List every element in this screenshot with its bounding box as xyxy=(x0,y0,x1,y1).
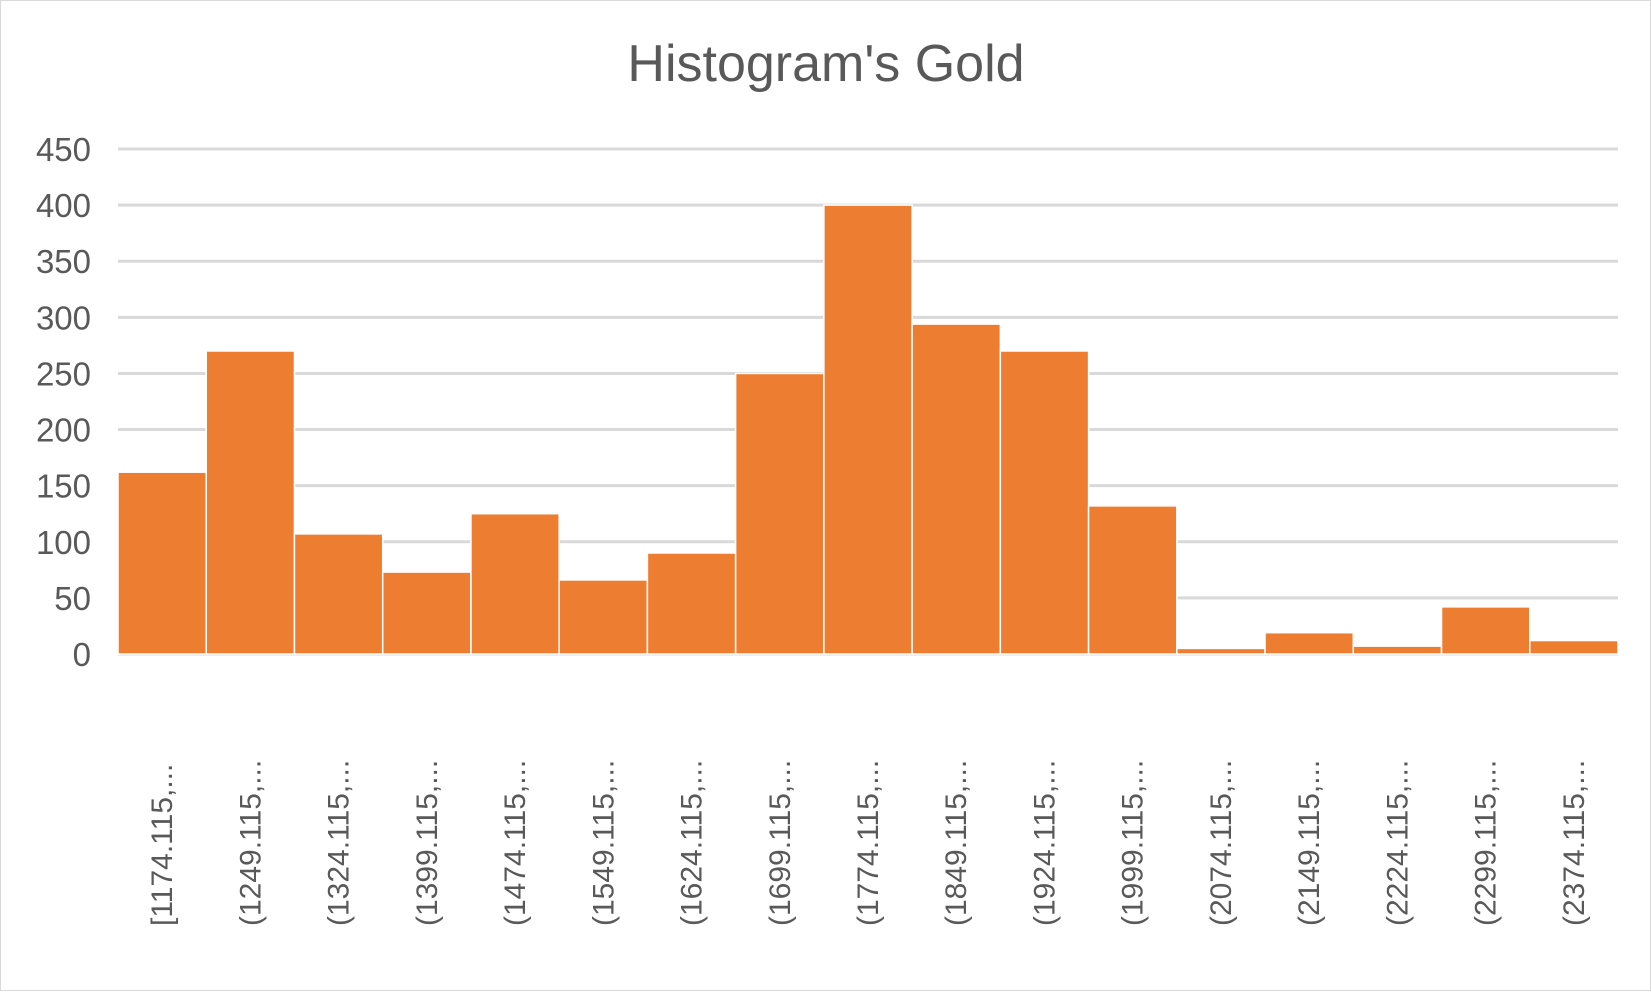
bar xyxy=(1176,647,1266,655)
x-tick-label: (1474.115,... xyxy=(499,760,532,926)
bar xyxy=(205,350,296,655)
x-tick-label: (1774.115,... xyxy=(852,760,885,926)
y-axis-ticks: 0 50 100 150 200 250 300 350 400 450 xyxy=(36,131,91,673)
y-tick-label: 300 xyxy=(36,299,91,336)
y-tick-label: 150 xyxy=(36,468,91,505)
bar xyxy=(1440,606,1531,655)
bar xyxy=(646,552,737,655)
bar xyxy=(1264,631,1355,655)
y-tick-label: 50 xyxy=(54,580,91,617)
y-tick-label: 350 xyxy=(36,243,91,280)
bar xyxy=(293,533,384,655)
bar xyxy=(470,512,560,655)
y-tick-label: 400 xyxy=(36,187,91,224)
y-tick-label: 100 xyxy=(36,524,91,561)
x-tick-label: (1249.115,... xyxy=(234,760,267,926)
y-tick-label: 0 xyxy=(73,636,91,673)
y-tick-label: 450 xyxy=(36,131,91,168)
x-tick-label: (1849.115,... xyxy=(940,760,973,926)
bar xyxy=(911,323,1002,655)
x-tick-label: (2074.115,... xyxy=(1205,760,1238,926)
bar xyxy=(1352,645,1443,655)
y-tick-label: 200 xyxy=(36,412,91,449)
bars xyxy=(117,204,1619,655)
bar xyxy=(823,204,913,655)
bar xyxy=(381,571,472,655)
bar xyxy=(999,350,1090,655)
x-tick-label: (1699.115,... xyxy=(764,760,797,926)
x-tick-label: (1999.115,... xyxy=(1117,760,1150,926)
x-tick-label: (2374.115,... xyxy=(1558,760,1591,926)
bar xyxy=(1529,639,1619,655)
bar xyxy=(117,471,207,655)
x-tick-label: (2224.115,... xyxy=(1381,760,1414,926)
y-tick-label: 250 xyxy=(36,355,91,392)
bar xyxy=(558,579,649,655)
x-tick-label: (2149.115,... xyxy=(1293,760,1326,926)
x-tick-label: (2299.115,... xyxy=(1470,760,1503,926)
x-tick-label: (1924.115,... xyxy=(1028,760,1061,926)
x-tick-label: (1549.115,... xyxy=(587,760,620,926)
x-tick-label: [1174.115,... xyxy=(146,764,179,926)
chart-title: Histogram's Gold xyxy=(627,35,1024,93)
bar xyxy=(734,372,825,655)
x-tick-label: (1624.115,... xyxy=(676,760,709,926)
bar xyxy=(1087,505,1178,655)
x-tick-label: (1324.115,... xyxy=(323,760,356,926)
x-axis-ticks: [1174.115,... (1249.115,... (1324.115,... (… xyxy=(146,760,1591,926)
x-tick-label: (1399.115,... xyxy=(411,760,444,926)
